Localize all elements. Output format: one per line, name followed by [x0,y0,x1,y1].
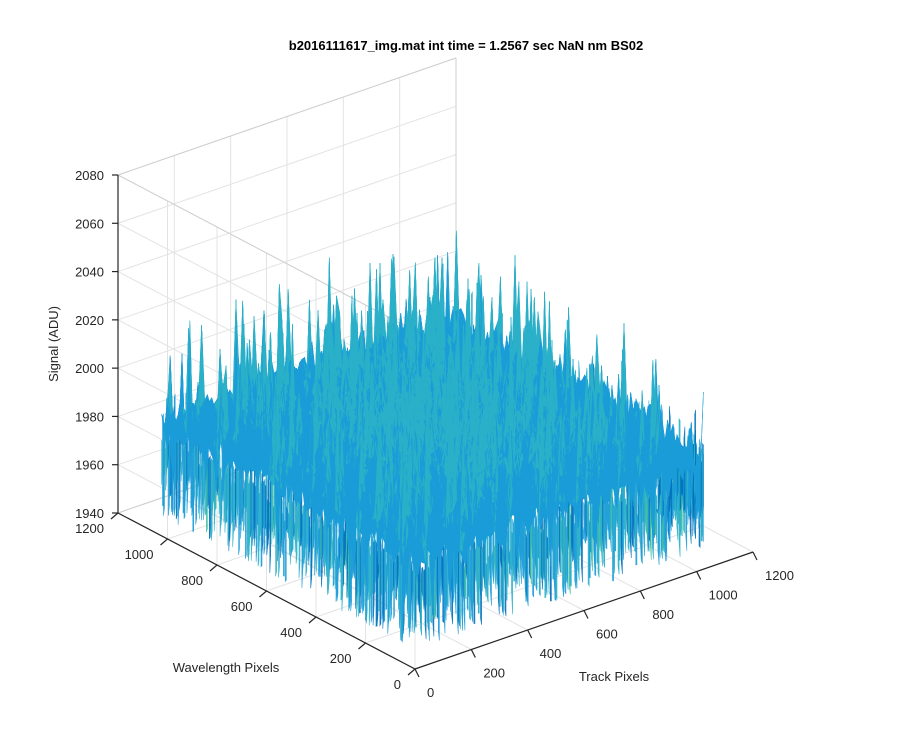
surface-side-strip [583,525,584,540]
surface-side-strip [490,529,491,606]
surface-side-strip [232,460,233,523]
signal-surface [162,231,704,642]
surface-side-strip [245,464,246,558]
surface-side-strip [181,460,182,481]
surface-side-strip [202,447,203,521]
surface-side-strip [636,476,637,565]
surface-side-strip [459,542,460,629]
